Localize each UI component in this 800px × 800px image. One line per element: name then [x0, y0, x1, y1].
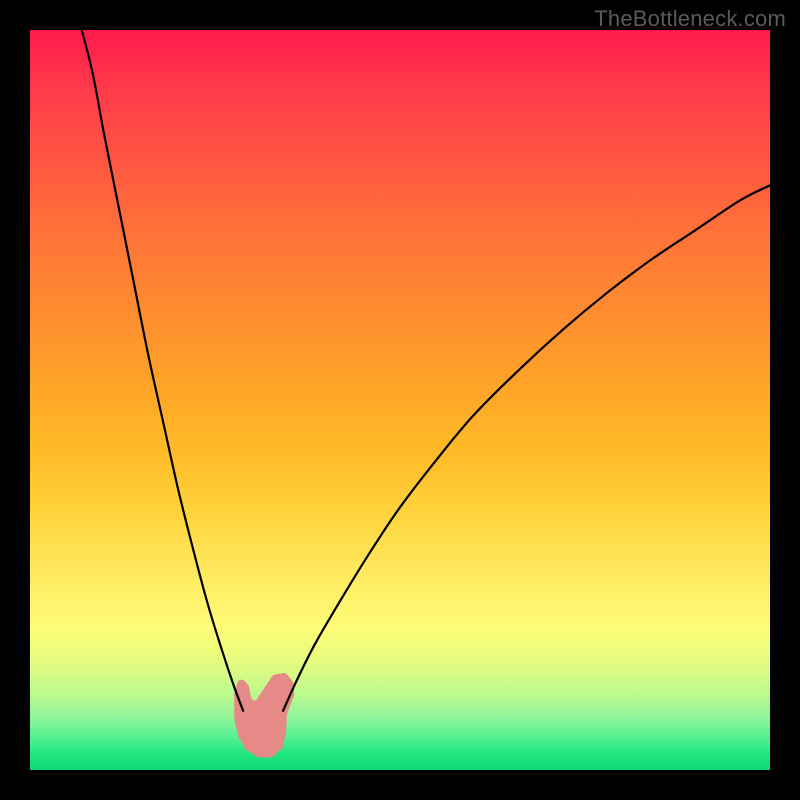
- curve-svg: [30, 30, 770, 770]
- left-curve: [82, 30, 243, 711]
- stage: TheBottleneck.com: [0, 0, 800, 800]
- right-curve: [283, 185, 770, 710]
- valley-blob: [239, 678, 290, 753]
- watermark-text: TheBottleneck.com: [594, 6, 786, 32]
- plot-area: [30, 30, 770, 770]
